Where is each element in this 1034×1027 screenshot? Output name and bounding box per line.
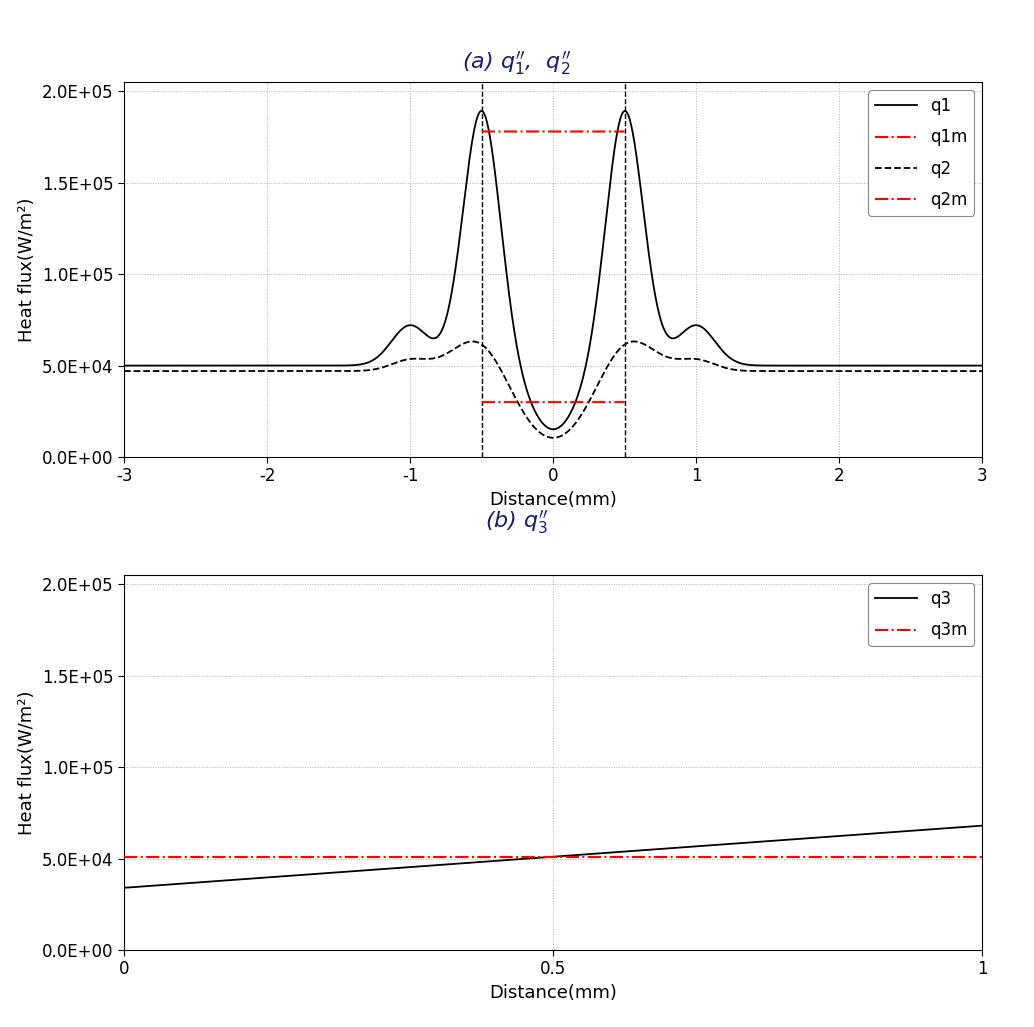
q1m bbox=[484, 125, 496, 138]
q2 bbox=[976, 365, 989, 377]
q2m bbox=[484, 396, 496, 409]
X-axis label: Distance(mm): Distance(mm) bbox=[489, 984, 617, 1002]
q3 bbox=[976, 820, 989, 832]
Legend: q3, q3m: q3, q3m bbox=[869, 583, 974, 646]
q1 bbox=[547, 423, 559, 435]
q2 bbox=[118, 365, 130, 377]
Legend: q1, q1m, q2, q2m: q1, q1m, q2, q2m bbox=[869, 90, 974, 216]
q3m bbox=[530, 850, 543, 863]
q3m bbox=[118, 850, 130, 863]
q3 bbox=[629, 844, 641, 857]
q2 bbox=[868, 365, 880, 377]
q3m bbox=[629, 850, 641, 863]
q1 bbox=[960, 359, 972, 372]
q3m bbox=[582, 850, 595, 863]
q2 bbox=[485, 347, 497, 359]
q3 bbox=[955, 821, 968, 833]
q1 bbox=[868, 359, 880, 372]
Line: q3: q3 bbox=[124, 826, 982, 887]
Text: (b) $q_3^{\prime\prime}$: (b) $q_3^{\prime\prime}$ bbox=[485, 508, 549, 536]
q1 bbox=[976, 359, 989, 372]
Text: (a) $q_1^{\prime\prime}$,  $q_2^{\prime\prime}$: (a) $q_1^{\prime\prime}$, $q_2^{\prime\p… bbox=[462, 49, 572, 77]
q3m bbox=[525, 850, 538, 863]
q1 bbox=[216, 359, 229, 372]
q3 bbox=[582, 848, 595, 861]
q3 bbox=[118, 881, 130, 893]
q1 bbox=[118, 359, 130, 372]
Line: q1: q1 bbox=[124, 111, 982, 429]
Y-axis label: Heat flux(W/m²): Heat flux(W/m²) bbox=[19, 197, 36, 342]
q2 bbox=[547, 431, 559, 444]
X-axis label: Distance(mm): Distance(mm) bbox=[489, 491, 617, 509]
q2 bbox=[960, 365, 972, 377]
q1 bbox=[476, 105, 488, 117]
q3m bbox=[955, 850, 968, 863]
Line: q2: q2 bbox=[124, 341, 982, 438]
q2 bbox=[216, 365, 229, 377]
q2 bbox=[447, 343, 459, 355]
Y-axis label: Heat flux(W/m²): Heat flux(W/m²) bbox=[19, 690, 36, 835]
q3 bbox=[525, 852, 538, 865]
q1 bbox=[485, 135, 497, 147]
q1 bbox=[447, 277, 459, 290]
q3 bbox=[821, 831, 833, 843]
q2 bbox=[267, 365, 279, 377]
q3m bbox=[976, 850, 989, 863]
q1 bbox=[267, 359, 279, 372]
q3 bbox=[530, 851, 543, 864]
q2 bbox=[466, 335, 479, 347]
q3m bbox=[821, 850, 833, 863]
